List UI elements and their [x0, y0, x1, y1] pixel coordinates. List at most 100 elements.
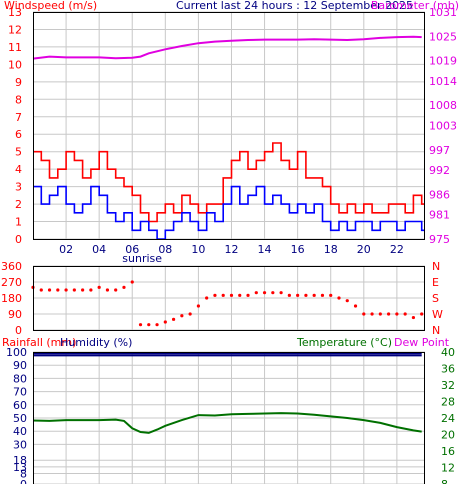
- barometer-y-tick-label: 997: [429, 144, 450, 157]
- temperature-y-tick-label: 20: [441, 429, 455, 442]
- wind-y-tick-label: 4: [15, 163, 22, 176]
- dewpoint-axis-title: Dew Point: [394, 336, 450, 349]
- hour-tick-label: 10: [191, 243, 205, 256]
- hour-tick-label: 06: [125, 243, 139, 256]
- wind-direction-point: [171, 317, 176, 321]
- humidity-y-tick-label: 0: [20, 478, 27, 484]
- wind-direction-point: [287, 293, 291, 297]
- barometer-y-tick-label: 1019: [429, 55, 457, 68]
- top-right-axis-title: Barometer (mb): [371, 0, 459, 12]
- temperature-y-tick-label: 36: [441, 363, 455, 376]
- humidity-axis-title: Humidity (%): [60, 336, 132, 349]
- humidity-y-tick-label: 40: [13, 425, 27, 438]
- wind-direction-point: [72, 288, 76, 292]
- barometer-y-tick-label: 981: [429, 209, 450, 222]
- wind-direction-point: [89, 288, 93, 292]
- direction-y-tick-label: 180: [1, 292, 22, 305]
- hour-tick-label: 02: [59, 243, 73, 256]
- wind-y-tick-label: 13: [8, 6, 22, 19]
- barometer-y-tick-label: 1008: [429, 99, 457, 112]
- wind-direction-point: [403, 312, 407, 316]
- top-left-axis-title: Windspeed (m/s): [4, 0, 97, 12]
- humidity-y-tick-label: 70: [13, 386, 27, 399]
- wind-direction-point: [378, 312, 382, 316]
- wind-direction-point: [47, 288, 52, 292]
- humidity-y-tick-label: 50: [13, 412, 27, 425]
- temperature-y-tick-label: 16: [441, 445, 455, 458]
- wind-direction-point: [345, 299, 349, 303]
- hour-tick-label: 04: [92, 243, 106, 256]
- wind-direction-point: [213, 293, 217, 297]
- windspeed-average-line: [33, 185, 425, 240]
- panel-1-background: [33, 12, 425, 239]
- wind-direction-point: [105, 288, 110, 292]
- wind-direction-point: [320, 293, 325, 297]
- wind-direction-point: [155, 323, 159, 327]
- direction-y-tick-label: 270: [1, 276, 22, 289]
- humidity-y-tick-label: 80: [13, 372, 27, 385]
- barometer-y-tick-label: 986: [429, 188, 450, 201]
- wind-direction-point: [39, 288, 43, 292]
- wind-y-tick-label: 8: [15, 93, 22, 106]
- wind-direction-point: [238, 293, 242, 297]
- wind-direction-point: [130, 280, 134, 284]
- windspeed-gust-line: [33, 142, 425, 223]
- humidity-y-tick-label: 60: [13, 399, 27, 412]
- temperature-y-tick-label: 32: [441, 379, 455, 392]
- hour-tick-label: 22: [390, 243, 404, 256]
- panel-2-frame: [33, 266, 425, 331]
- hour-tick-label: 16: [291, 243, 305, 256]
- humidity-y-tick-label: 18: [13, 454, 27, 467]
- wind-direction-point: [188, 312, 192, 316]
- compass-tick-label: N: [432, 260, 440, 273]
- wind-direction-point: [163, 320, 167, 324]
- wind-y-tick-label: 6: [15, 128, 22, 141]
- wind-direction-point: [420, 312, 424, 316]
- wind-direction-point: [362, 312, 366, 316]
- wind-direction-point: [271, 291, 275, 295]
- compass-tick-label: N: [432, 324, 440, 337]
- humidity-y-tick-label: 90: [13, 359, 27, 372]
- wind-direction-point: [221, 293, 225, 297]
- hour-tick-label: 08: [158, 243, 172, 256]
- wind-direction-point: [254, 291, 258, 295]
- hour-tick-label: 20: [357, 243, 371, 256]
- wind-direction-point: [304, 293, 308, 297]
- compass-tick-label: W: [432, 308, 443, 321]
- wind-direction-point: [196, 304, 201, 308]
- top-center-title: Current last 24 hours : 12 September 202…: [176, 0, 413, 12]
- panel-1-frame: [33, 12, 425, 240]
- humidity-y-tick-label: 8: [20, 467, 27, 480]
- temperature-y-tick-label: 40: [441, 346, 455, 359]
- wind-y-tick-label: 7: [15, 111, 22, 124]
- barometer-y-tick-label: 1003: [429, 120, 457, 133]
- wind-direction-point: [97, 285, 101, 289]
- wind-direction-point: [81, 288, 85, 292]
- wind-direction-point: [138, 323, 143, 327]
- wind-direction-point: [64, 288, 68, 292]
- wind-direction-point: [387, 312, 391, 316]
- wind-direction-point: [279, 291, 283, 295]
- wind-direction-point: [337, 296, 341, 300]
- humidity-y-tick-label: 100: [6, 346, 27, 359]
- wind-direction-point: [370, 312, 374, 316]
- wind-direction-point: [229, 293, 234, 297]
- wind-direction-point: [312, 293, 316, 297]
- wind-direction-point: [246, 293, 250, 297]
- hour-tick-label: 14: [258, 243, 272, 256]
- barometer-y-tick-label: 992: [429, 164, 450, 177]
- wind-direction-point: [411, 315, 416, 320]
- direction-y-tick-label: 360: [1, 260, 22, 273]
- barometer-y-tick-label: 1031: [429, 6, 457, 19]
- barometer-line: [32, 35, 422, 60]
- wind-y-tick-label: 0: [15, 233, 22, 246]
- wind-direction-point: [122, 285, 126, 289]
- barometer-y-tick-label: 1025: [429, 30, 457, 43]
- humidity-y-tick-label: 13: [13, 461, 27, 474]
- wind-y-tick-label: 12: [8, 23, 22, 36]
- compass-tick-label: E: [432, 276, 439, 289]
- sunrise-label: sunrise: [122, 252, 162, 265]
- temperature-y-tick-label: 28: [441, 396, 455, 409]
